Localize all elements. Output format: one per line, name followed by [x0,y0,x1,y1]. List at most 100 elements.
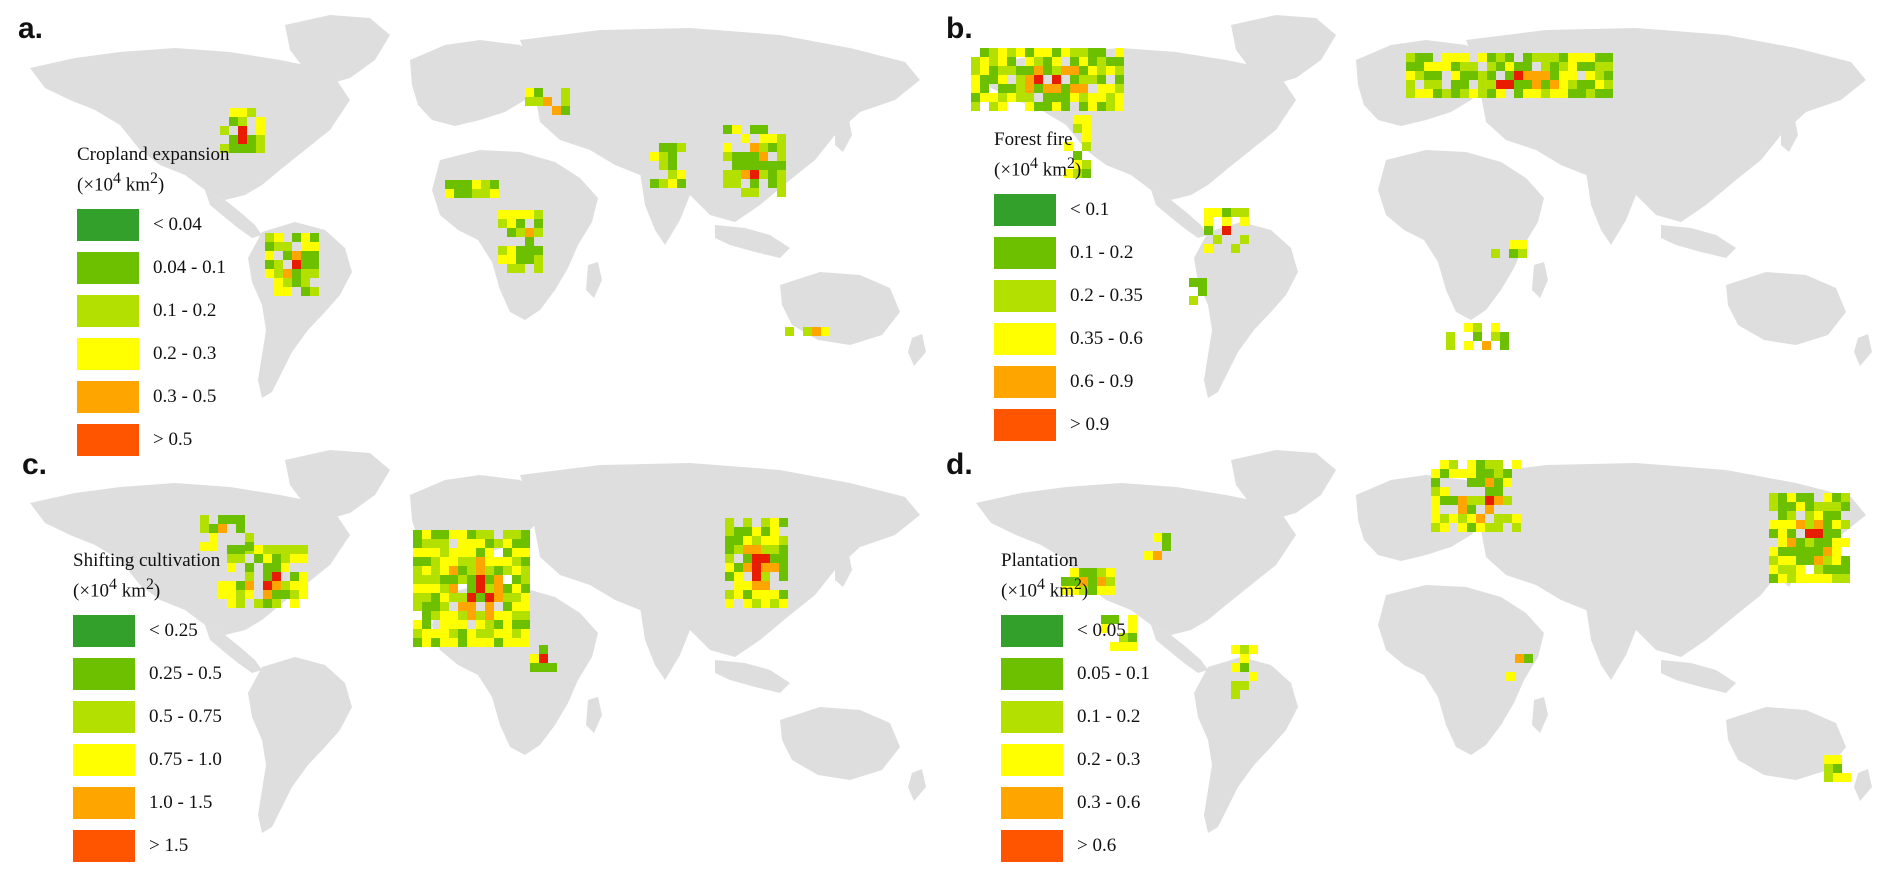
grid-cell [1115,48,1124,57]
grid-cell [1097,586,1106,595]
grid-cell [301,287,310,296]
grid-cell [516,255,525,264]
legend-swatch [77,208,139,241]
grid-cell [734,536,743,545]
grid-cell [503,584,512,593]
grid-cell [530,663,539,672]
grid-cell [761,518,770,527]
grid-cell [422,629,431,638]
grid-cell [485,557,494,566]
grid-cell [734,563,743,572]
grid-cell [1446,332,1455,341]
grid-cell [1231,681,1240,690]
grid-cell [743,518,752,527]
grid-cell [1805,529,1814,538]
grid-cell [534,97,543,106]
grid-cell [1249,672,1258,681]
grid-cell [1550,62,1559,71]
grid-cell [1431,478,1440,487]
grid-cell [238,126,247,135]
grid-cell [1805,520,1814,529]
grid-cell [1514,71,1523,80]
grid-cell [431,638,440,647]
grid-cell [467,602,476,611]
grid-cell [1088,48,1097,57]
land-shape [1726,272,1846,345]
grid-cell [1467,523,1476,532]
grid-cell [521,593,530,602]
grid-cell [498,255,507,264]
grid-cell [1494,460,1503,469]
grid-cell [1079,577,1088,586]
grid-cell [1052,66,1061,75]
grid-cell [1778,574,1787,583]
grid-cell [1787,547,1796,556]
grid-cell [1832,547,1841,556]
grid-cell [467,539,476,548]
grid-cell [750,188,759,197]
grid-cell [476,548,485,557]
grid-cell [1406,80,1415,89]
grid-cell [525,246,534,255]
grid-cell [274,287,283,296]
grid-cell [1769,529,1778,538]
grid-cell [503,638,512,647]
land-shape [715,660,790,693]
grid-cell [1494,523,1503,532]
grid-cell [1088,586,1097,595]
land-shape [285,15,390,85]
grid-cell [989,75,998,84]
grid-cell [1240,235,1249,244]
grid-cell [512,629,521,638]
grid-cell [1440,496,1449,505]
grid-cell [422,593,431,602]
grid-cell [449,584,458,593]
grid-cell [1079,84,1088,93]
grid-cell [768,143,777,152]
legend-swatch [73,614,135,647]
grid-cell [1778,529,1787,538]
grid-cell [1485,460,1494,469]
grid-cell [1213,235,1222,244]
grid-cell [677,179,686,188]
legend-item: 0.25 - 0.5 [73,652,222,695]
grid-cell [310,287,319,296]
grid-cell [1778,502,1787,511]
grid-cell [1088,75,1097,84]
grid-cell [485,539,494,548]
grid-cell [449,620,458,629]
grid-cell [1061,93,1070,102]
grid-cell [1586,80,1595,89]
grid-cell [1458,514,1467,523]
grid-cell [283,287,292,296]
grid-cell [494,584,503,593]
grid-cell [732,161,741,170]
legend-swatch [1001,700,1063,733]
grid-cell [254,545,263,554]
grid-cell [1115,75,1124,84]
grid-cell [290,554,299,563]
grid-cell [770,563,779,572]
grid-cell [1541,53,1550,62]
grid-cell [998,84,1007,93]
legend-item-label: 0.1 - 0.2 [153,299,217,321]
grid-cell [1796,538,1805,547]
grid-cell [1189,278,1198,287]
land-shape [432,585,598,755]
grid-cell [263,599,272,608]
legend-item: < 0.04 [77,203,230,246]
legend-item: 0.3 - 0.5 [77,375,230,418]
grid-cell [236,554,245,563]
grid-cell [274,278,283,287]
grid-cell [770,590,779,599]
panel-label: b. [946,12,973,45]
legend-swatch [994,236,1056,269]
legend-item-label: 1.0 - 1.5 [149,791,213,813]
grid-cell [494,566,503,575]
world-map-shifting-cultivation [30,450,926,833]
grid-cell [1115,84,1124,93]
grid-cell [734,545,743,554]
grid-cell [503,557,512,566]
grid-cell [301,269,310,278]
grid-cell [422,602,431,611]
